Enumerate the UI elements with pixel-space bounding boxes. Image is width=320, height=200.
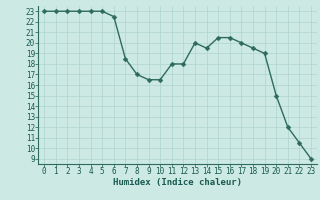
X-axis label: Humidex (Indice chaleur): Humidex (Indice chaleur) [113, 178, 242, 187]
